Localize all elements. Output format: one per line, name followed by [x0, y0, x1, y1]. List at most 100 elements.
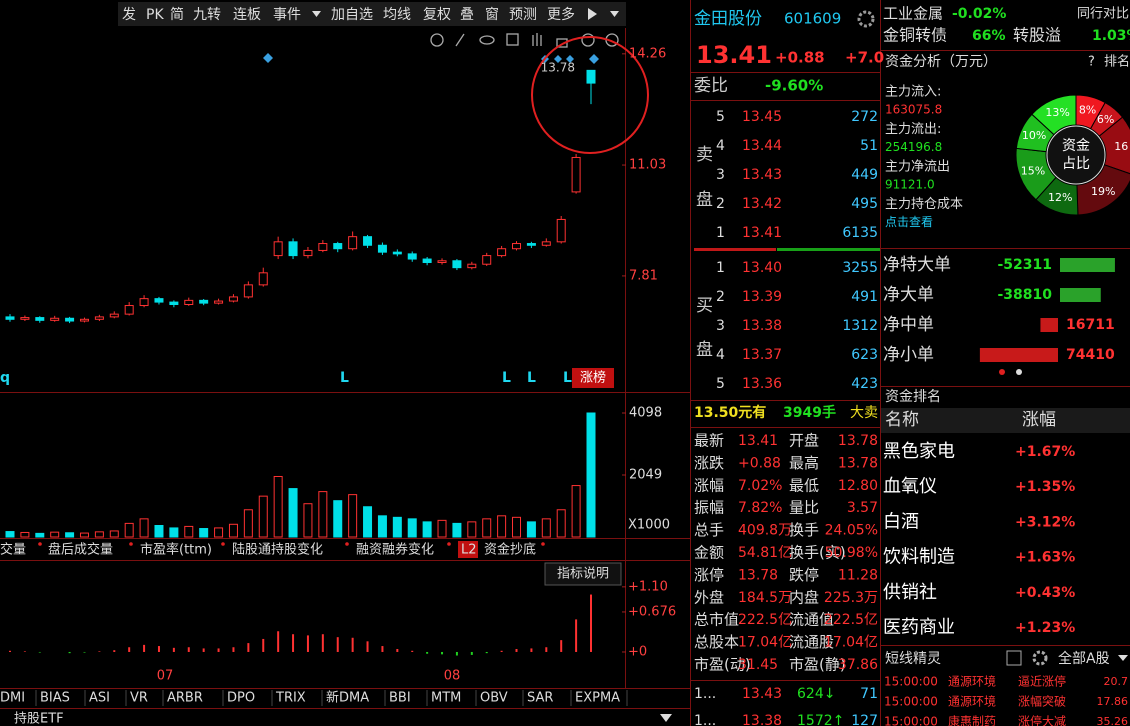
sector-name[interactable]: 黑色家电	[883, 441, 955, 462]
price-change: +0.88	[775, 49, 825, 67]
bond-value: 66%	[972, 28, 1006, 44]
side-label: 盘	[696, 190, 713, 210]
stat-value: 37.86	[838, 657, 878, 673]
candle-body	[184, 299, 194, 305]
indicator-tab[interactable]: 融资融券变化	[356, 542, 434, 558]
indicator-button[interactable]: DPO	[227, 691, 255, 706]
candle-body	[35, 317, 45, 321]
stat-value: 409.8万	[738, 523, 792, 539]
toolbar-button[interactable]: 事件	[273, 7, 301, 23]
tab-dot	[129, 542, 133, 546]
book-level: 1	[716, 260, 725, 276]
sector-name[interactable]: 饮料制造	[883, 547, 955, 568]
candle-body	[5, 316, 15, 320]
toolbar-button[interactable]: 简	[170, 6, 184, 23]
toolbar-button[interactable]: 连板	[233, 7, 261, 23]
sector-name[interactable]: 血氧仪	[883, 476, 937, 497]
tab-dot	[221, 542, 225, 546]
sector-name[interactable]: 白酒	[883, 511, 919, 532]
net-order-value: 16711	[1066, 317, 1115, 333]
toolbar-button[interactable]: 叠	[460, 7, 474, 23]
volume-bar	[20, 531, 30, 538]
sector-name[interactable]: 供销社	[883, 582, 937, 603]
alert-price: 20.7	[1104, 675, 1129, 688]
indicator-button[interactable]: ARBR	[167, 691, 203, 706]
indicator-tab[interactable]: 交量	[0, 542, 26, 558]
volume-bar	[184, 525, 194, 538]
gear[interactable]	[857, 10, 875, 28]
alert-time: 15:00:00	[884, 715, 938, 726]
scope-select[interactable]: 全部A股	[1058, 650, 1110, 667]
indicator-button[interactable]: BIAS	[40, 691, 70, 706]
tool-icon[interactable]	[506, 33, 519, 46]
trade-count: 127	[851, 713, 878, 726]
volume-bar	[199, 528, 209, 538]
indicator-button[interactable]: MTM	[431, 691, 461, 706]
sector-name[interactable]: 医药商业	[883, 617, 955, 638]
tool-icon[interactable]	[532, 33, 542, 46]
tool-icon[interactable]	[556, 38, 568, 48]
toolbar-button[interactable]: 更多	[547, 6, 575, 23]
indicator-button[interactable]: OBV	[480, 691, 508, 706]
indicator-button[interactable]: 新DMA	[326, 690, 369, 706]
page-dot[interactable]	[999, 369, 1005, 375]
toolbar-button[interactable]: 预测	[509, 7, 537, 23]
volume-bar	[497, 515, 507, 538]
help-button-label[interactable]: 指标说明	[557, 567, 609, 582]
indicator-tab[interactable]: 市盈率(ttm)	[140, 542, 212, 558]
flow-value[interactable]: 点击查看	[885, 215, 933, 229]
toolbar-button[interactable]: 发	[122, 7, 136, 23]
stat-value: 17.04亿	[824, 635, 878, 651]
tool-icon[interactable]	[581, 33, 595, 47]
candle-body	[437, 260, 447, 263]
bond-premium: 1.03%	[1092, 28, 1130, 44]
indicator-button[interactable]: ASI	[89, 691, 110, 706]
indicator-button[interactable]: EXPMA	[575, 691, 620, 706]
toolbar-button[interactable]: 均线	[383, 7, 411, 23]
volume-bar	[5, 531, 15, 538]
toolbar-button[interactable]: 加自选	[331, 7, 373, 23]
column-header: 名称	[885, 410, 919, 430]
toolbar-button[interactable]: 窗	[485, 6, 499, 23]
stat-value: 13.41	[738, 433, 778, 449]
indicator-tab[interactable]: 资金抄底	[484, 542, 536, 558]
indicator-button[interactable]: TRIX	[275, 691, 306, 706]
volume-bar	[571, 485, 581, 538]
tool-icon[interactable]	[430, 33, 444, 47]
book-price: 13.44	[742, 138, 782, 154]
alert-event: 逼近涨停	[1018, 674, 1066, 689]
net-order-value: -52311	[997, 257, 1052, 273]
indicator-button[interactable]: DMI	[0, 691, 25, 706]
bond-name: 金铜转债	[883, 26, 947, 45]
stat-value: 24.05%	[825, 523, 878, 539]
indicator-tab[interactable]: 盘后成交量	[48, 542, 113, 558]
net-order-bar	[1040, 318, 1058, 332]
page-dot[interactable]	[1016, 369, 1022, 375]
indicator-tab[interactable]: 陆股通持股变化	[232, 542, 323, 558]
section-title: 短线精灵	[885, 651, 941, 667]
help-button[interactable]	[544, 562, 622, 586]
toolbar-button[interactable]: 九转	[193, 7, 221, 23]
tool-icon[interactable]	[479, 35, 495, 45]
indicator-button[interactable]: VR	[130, 691, 148, 706]
trade-count: 71	[860, 686, 878, 702]
book-volume: 3255	[842, 260, 878, 276]
tab-dot	[345, 542, 349, 546]
bottom-tab[interactable]: 持股ETF	[14, 712, 64, 726]
tool-icon[interactable]	[455, 33, 465, 47]
book-level: 2	[716, 289, 725, 305]
indicator-button[interactable]: BBI	[389, 691, 411, 706]
alert-price: 35.26	[1097, 715, 1129, 726]
settings-icon[interactable]	[857, 10, 875, 28]
toolbar-button[interactable]: PK	[146, 7, 164, 23]
trade-volume: 624↓	[797, 686, 835, 702]
stat-value: 12.80	[838, 478, 878, 494]
candle-body	[258, 272, 268, 286]
indicator-tab[interactable]: L2	[461, 543, 477, 558]
toolbar-button[interactable]: 复权	[423, 6, 451, 23]
candle-body	[526, 243, 536, 246]
stat-label: 涨幅	[694, 476, 724, 494]
candle-body	[303, 249, 313, 257]
indicator-button[interactable]: SAR	[527, 691, 553, 706]
